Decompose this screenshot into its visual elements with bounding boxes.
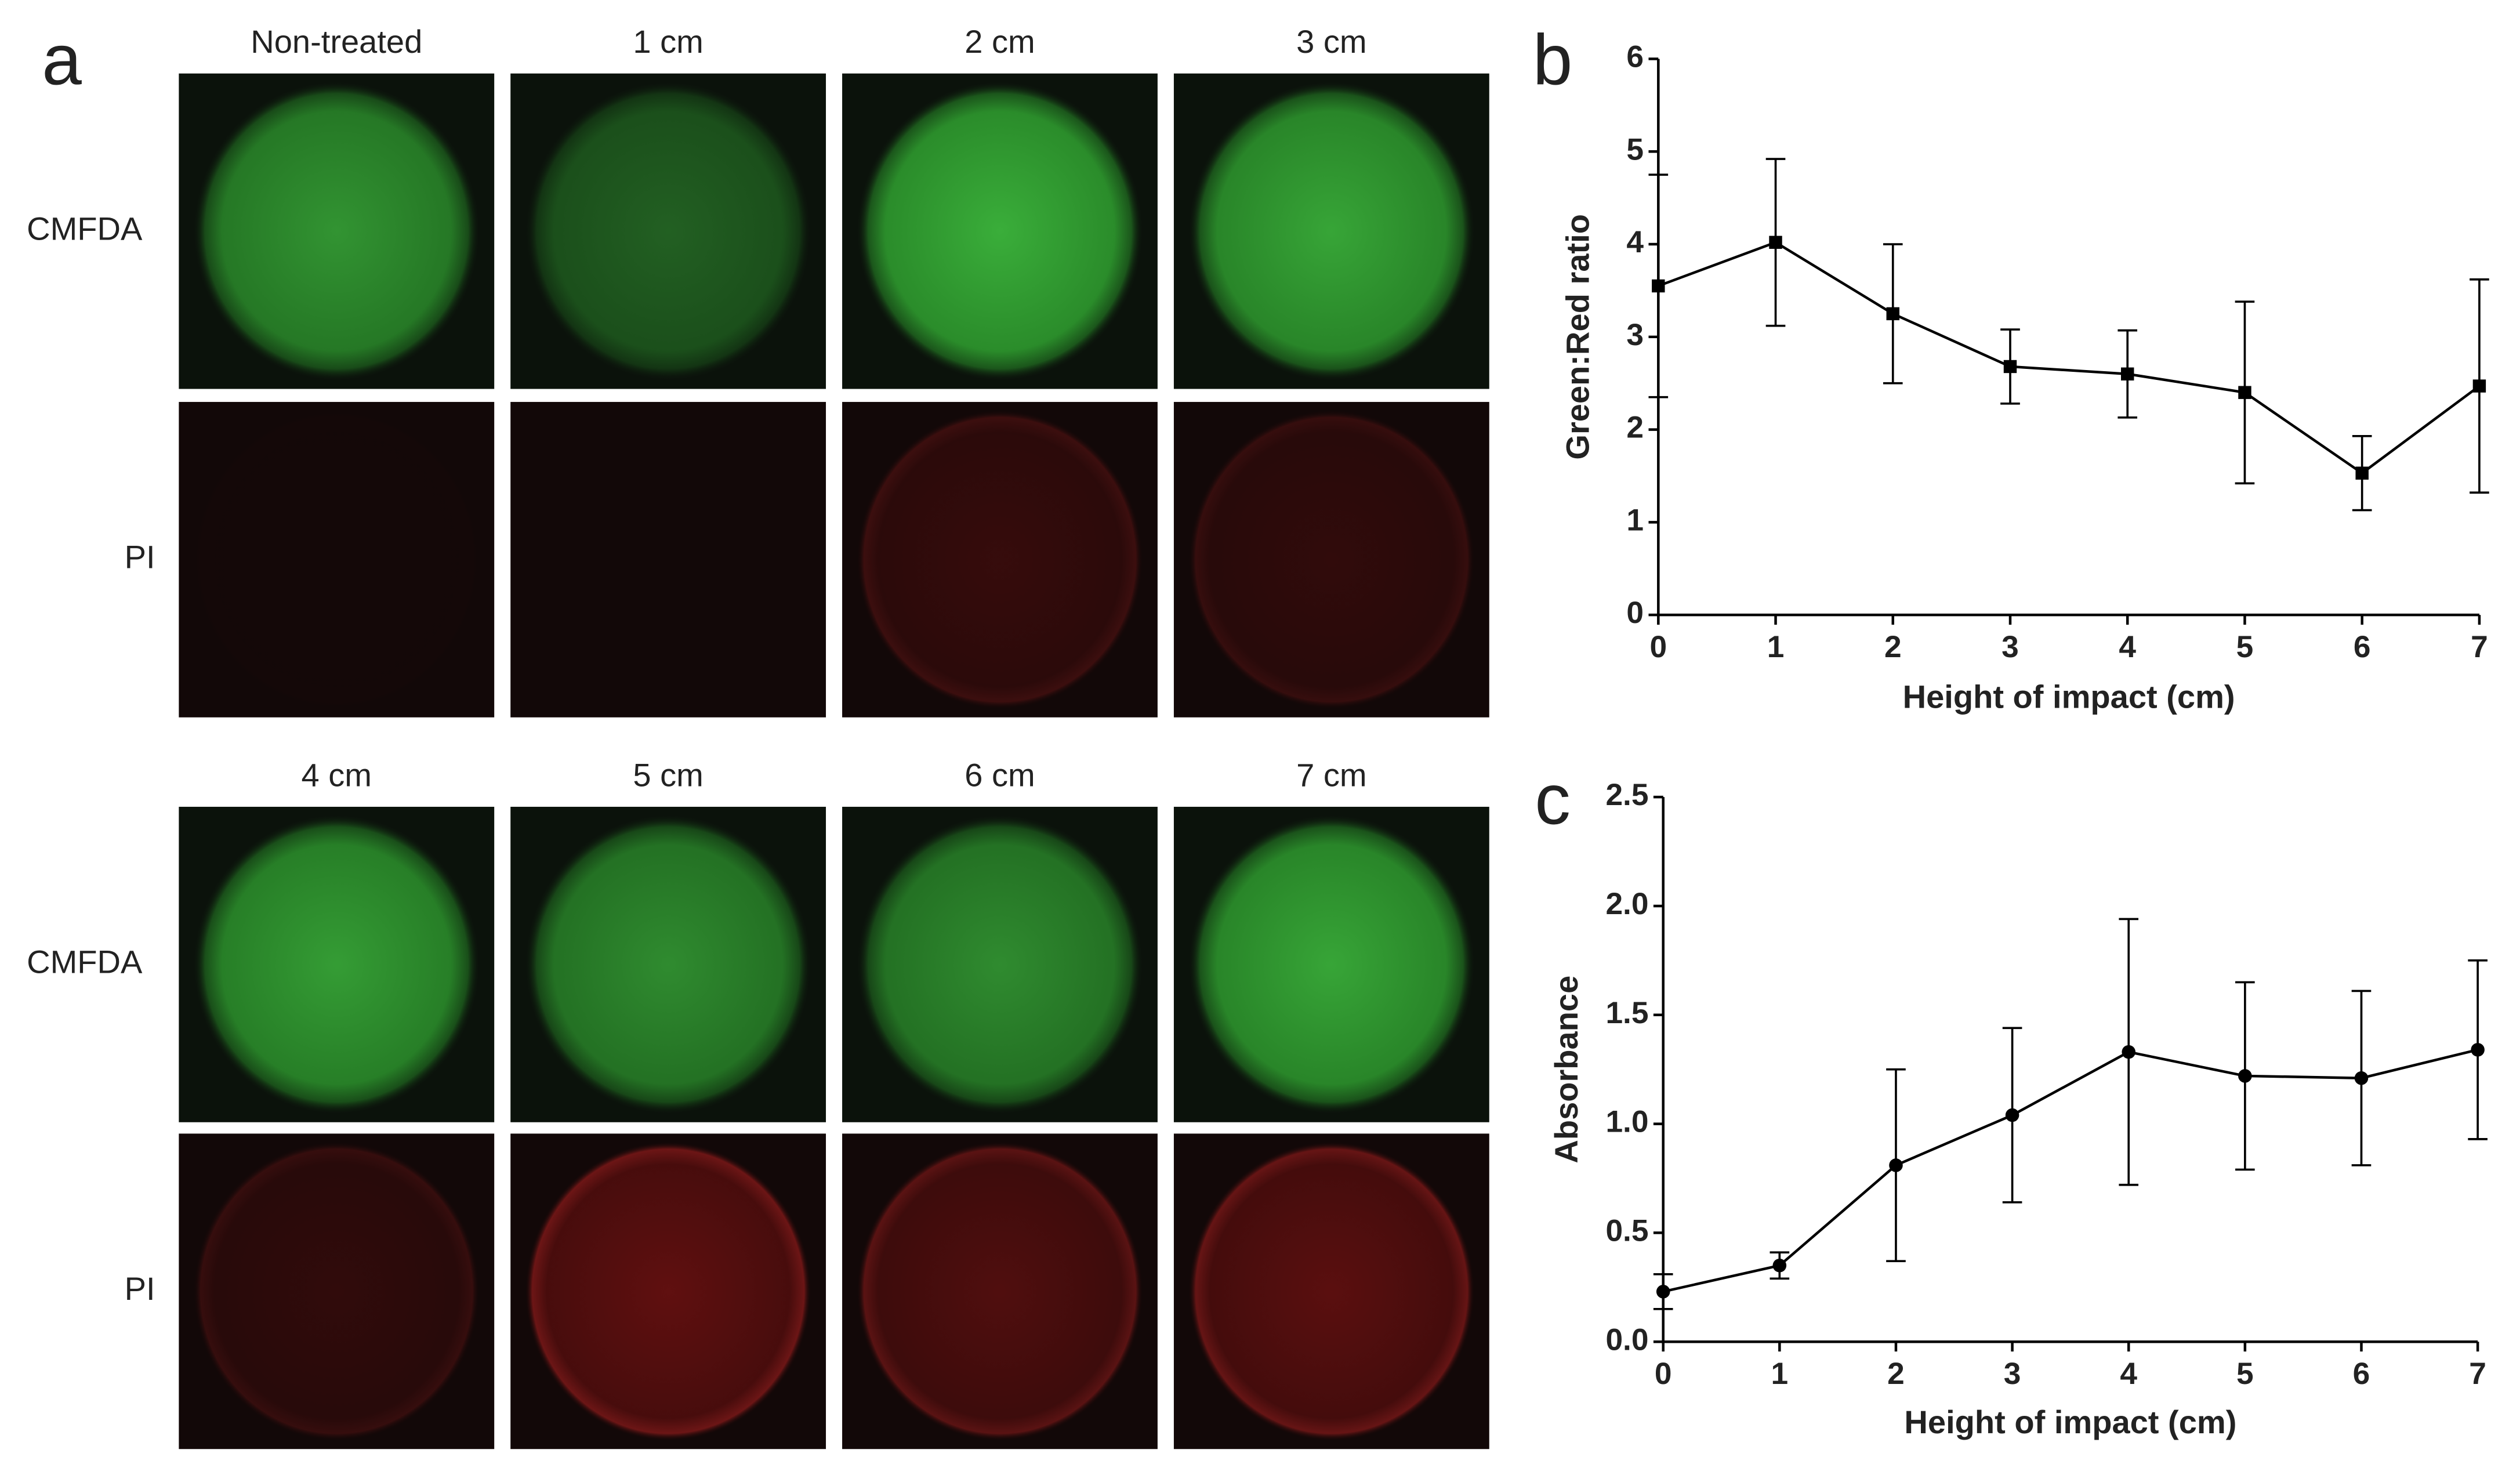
marker [2355, 466, 2369, 480]
micrograph-signal [1188, 81, 1475, 381]
column-label: 3 cm [1296, 23, 1366, 60]
x-tick-label: 3 [2004, 1357, 2021, 1391]
x-tick-label: 2 [1884, 630, 1902, 664]
micrograph [179, 401, 495, 717]
y-tick-label: 5 [1626, 132, 1644, 166]
x-tick-label: 6 [2354, 630, 2371, 664]
panel-label: a [42, 20, 82, 100]
marker [2121, 367, 2134, 381]
micrograph-signal [525, 814, 811, 1114]
x-tick-label: 0 [1649, 630, 1667, 664]
row-label: CMFDA [27, 210, 143, 247]
micrograph-signal [525, 81, 811, 381]
marker [2122, 1045, 2135, 1059]
marker [1652, 279, 1665, 293]
y-tick-label: 6 [1626, 40, 1644, 74]
marker [1769, 235, 1782, 249]
micrograph-signal [193, 814, 480, 1114]
micrograph [510, 401, 826, 717]
marker [2005, 1108, 2019, 1122]
x-tick-label: 0 [1655, 1357, 1672, 1391]
micrograph-signal [525, 1142, 811, 1441]
axis [1657, 59, 2479, 617]
y-axis-label: Absorbance [1548, 976, 1584, 1164]
x-tick-label: 1 [1771, 1357, 1789, 1391]
panel-label: c [1535, 760, 1571, 840]
micrograph-signal [1188, 410, 1475, 709]
row-label: CMFDA [27, 944, 143, 980]
y-tick-label: 0.5 [1605, 1213, 1648, 1248]
data-line [1663, 1048, 2478, 1293]
micrograph-signal [194, 410, 480, 709]
micrograph-signal [857, 1142, 1143, 1441]
y-tick-label: 0 [1626, 596, 1644, 630]
micrograph-signal [857, 81, 1143, 381]
column-label: 7 cm [1296, 756, 1366, 793]
marker [2238, 1069, 2252, 1083]
marker [1886, 307, 1899, 321]
x-tick-label: 1 [1767, 630, 1785, 664]
column-label: 6 cm [965, 756, 1035, 793]
marker [2354, 1071, 2369, 1085]
column-label: 4 cm [302, 756, 372, 793]
micrograph-signal [193, 1142, 480, 1441]
marker [2003, 360, 2017, 374]
column-label: 2 cm [965, 23, 1035, 60]
micrograph-signal [1188, 814, 1475, 1114]
x-tick-label: 2 [1887, 1357, 1905, 1391]
x-tick-label: 3 [2002, 630, 2019, 664]
y-tick-label: 2 [1626, 411, 1644, 445]
column-label: 1 cm [633, 23, 703, 60]
micrograph-signal [857, 814, 1143, 1114]
row-label: PI [125, 539, 155, 575]
y-axis-label: Green:Red ratio [1560, 214, 1596, 460]
x-tick-label: 4 [2120, 1357, 2137, 1391]
marker [2471, 1043, 2485, 1057]
y-tick-label: 4 [1626, 225, 1644, 259]
y-tick-label: 2.0 [1605, 887, 1648, 921]
x-tick-label: 5 [2236, 630, 2254, 664]
micrograph-signal [193, 81, 480, 381]
x-axis-label: Height of impact (cm) [1903, 679, 2235, 715]
y-tick-label: 1 [1626, 503, 1644, 537]
marker [1656, 1285, 1670, 1299]
y-tick-label: 3 [1626, 318, 1644, 352]
y-tick-label: 0.0 [1605, 1322, 1648, 1357]
marker [1889, 1158, 1903, 1172]
data-line [1658, 241, 2481, 475]
x-axis-label: Height of impact (cm) [1904, 1404, 2236, 1440]
micrograph-signal [1188, 1142, 1475, 1441]
x-tick-label: 7 [2471, 630, 2488, 664]
marker [2472, 379, 2486, 393]
micrograph-signal [857, 410, 1143, 709]
panel-label: b [1533, 20, 1573, 100]
row-label: PI [125, 1270, 155, 1307]
x-tick-label: 4 [2119, 630, 2136, 664]
x-tick-label: 6 [2353, 1357, 2370, 1391]
marker [1772, 1258, 1787, 1273]
marker [2238, 386, 2251, 399]
x-tick-label: 5 [2236, 1357, 2254, 1391]
y-tick-label: 1.0 [1605, 1105, 1648, 1139]
y-tick-label: 2.5 [1605, 778, 1648, 812]
column-label: Non-treated [251, 23, 422, 60]
y-tick-label: 1.5 [1605, 996, 1648, 1030]
x-tick-label: 7 [2469, 1357, 2486, 1391]
column-label: 5 cm [633, 756, 703, 793]
